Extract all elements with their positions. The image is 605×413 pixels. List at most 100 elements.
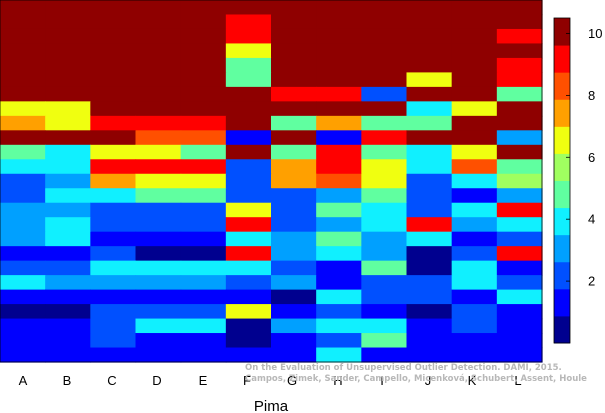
heatmap-cell [271,57,317,73]
heatmap-cell [496,86,543,102]
heatmap-cell [406,188,453,204]
heatmap-cell [271,202,317,218]
heatmap-cell [90,115,137,131]
heatmap-cell [0,0,46,16]
heatmap-cell [271,0,317,16]
heatmap-cell [180,144,227,160]
heatmap-cell [496,188,543,204]
heatmap-cell [406,72,453,88]
heatmap-cell [496,159,543,175]
heatmap-cell [316,57,362,73]
colorbar-swatch [554,207,570,236]
heatmap-cell [90,304,137,320]
heatmap-cell [135,289,182,305]
heatmap-cell [361,159,408,175]
heatmap-cell [180,289,227,305]
heatmap-cell [271,43,317,59]
heatmap-cell [496,347,543,363]
heatmap-cell [451,246,498,262]
heatmap-cell [135,173,182,189]
heatmap-cell [180,202,227,218]
heatmap-cell [180,333,227,349]
heatmap-cell [316,260,362,276]
heatmap-cell [45,144,91,160]
heatmap-cell [45,0,91,16]
heatmap-cell [406,101,453,117]
citation-line-1: On the Evaluation of Unsupervised Outlie… [245,363,562,373]
heatmap-cell [316,246,362,262]
heatmap-cell [361,115,408,131]
heatmap-cell [0,289,46,305]
heatmap-cell [45,173,91,189]
heatmap-cell [180,260,227,276]
heatmap-cell [406,57,453,73]
heatmap-cell [180,72,227,88]
heatmap-cell [135,43,182,59]
heatmap-cell [406,0,453,16]
heatmap-cell [0,14,46,30]
heatmap-cell [451,173,498,189]
heatmap-cell [135,14,182,30]
heatmap-cell [180,0,227,16]
heatmap-cell [271,14,317,30]
heatmap-cell [0,57,46,73]
heatmap-cell [90,130,137,146]
heatmap-cell [90,246,137,262]
heatmap-cell [361,57,408,73]
heatmap-cell [180,173,227,189]
heatmap-cell [45,43,91,59]
heatmap-cell [451,14,498,30]
heatmap-cell [0,318,46,334]
heatmap-cell [135,202,182,218]
heatmap-cell [135,144,182,160]
heatmap-cell [0,86,46,102]
heatmap-cell [90,202,137,218]
x-tick-label: D [152,373,161,388]
heatmap-cell [496,275,543,291]
heatmap-cell [361,217,408,233]
heatmap-cell [316,188,362,204]
heatmap-cell [451,43,498,59]
heatmap-cell [271,72,317,88]
heatmap-cell [271,159,317,175]
heatmap-cell [271,115,317,131]
heatmap-cell [135,246,182,262]
heatmap-cell [271,304,317,320]
heatmap-cell [135,28,182,45]
heatmap-cell [496,333,543,349]
heatmap-cell [496,231,543,247]
heatmap-cell [316,86,362,102]
heatmap-cell [135,86,182,102]
heatmap-cell [45,202,91,218]
heatmap-cell [90,57,137,73]
heatmap-cell [361,144,408,160]
heatmap-cell [316,72,362,88]
heatmap-cell [361,173,408,189]
heatmap-cell [451,115,498,131]
heatmap-cell [316,101,362,117]
heatmap-cell [271,144,317,160]
heatmap-cell [225,115,272,131]
colorbar-swatch [554,261,570,290]
heatmap-cell [316,130,362,146]
x-tick-label: C [107,373,116,388]
heatmap-cell [496,101,543,117]
heatmap-cell [225,333,272,349]
heatmap-cell [135,115,182,131]
heatmap-cell [406,318,453,334]
heatmap-cell [225,347,272,363]
heatmap-cell [406,304,453,320]
colorbar-swatch [554,99,570,127]
heatmap-cell [45,217,91,233]
heatmap-cell [135,318,182,334]
heatmap-cell [135,159,182,175]
heatmap-cell [361,72,408,88]
heatmap-cell [496,289,543,305]
x-tick-labels: A B C D E F G H I J K L [19,373,522,388]
heatmap-cell [361,289,408,305]
heatmap-cell [406,159,453,175]
heatmap-cell [0,188,46,204]
heatmap-cell [406,115,453,131]
heatmap-cell [90,86,137,102]
heatmap-cell [135,72,182,88]
